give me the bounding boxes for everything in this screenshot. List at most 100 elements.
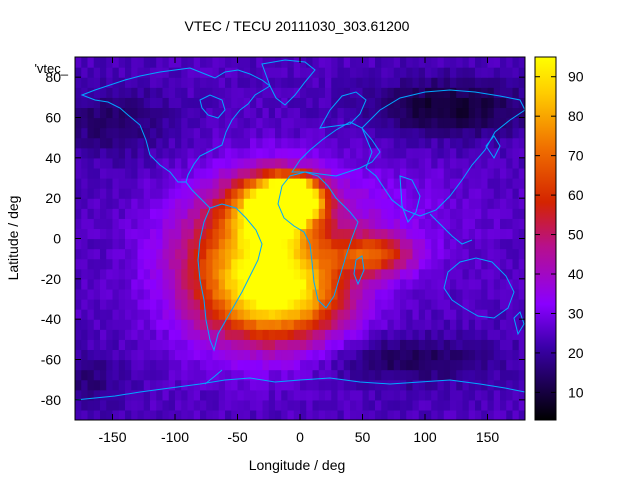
heat-cell [343, 409, 351, 420]
heat-cell [212, 299, 220, 310]
heat-cell [137, 208, 145, 219]
heat-cell [493, 218, 501, 230]
heat-cell [218, 349, 226, 361]
heat-cell [200, 97, 207, 109]
heat-cell [518, 339, 525, 351]
heat-cell [325, 369, 332, 381]
heat-cell [231, 137, 239, 149]
heat-cell [175, 349, 182, 361]
heat-cell [493, 379, 501, 391]
heat-cell [318, 329, 326, 340]
heat-cell [412, 97, 420, 109]
heat-cell [100, 97, 107, 109]
heat-cell [500, 198, 507, 209]
heat-cell [431, 87, 439, 98]
heat-cell [118, 188, 126, 199]
heat-cell [462, 258, 470, 270]
heat-cell [168, 389, 176, 401]
heat-cell [287, 147, 295, 159]
heat-cell [475, 167, 482, 179]
heat-cell [512, 409, 520, 420]
heat-cell [262, 167, 270, 179]
heat-cell [462, 288, 470, 300]
heat-cell [462, 127, 470, 139]
heat-cell [193, 339, 201, 351]
heat-cell [487, 359, 495, 371]
heat-cell [187, 57, 195, 68]
heat-cell [175, 288, 182, 300]
heat-cell [437, 218, 445, 230]
heat-cell [493, 178, 501, 189]
heat-cell [512, 107, 520, 119]
heat-cell [256, 117, 264, 129]
heat-cell [287, 389, 295, 401]
heat-cell [312, 137, 320, 149]
heat-cell [518, 117, 525, 129]
heat-cell [143, 67, 151, 78]
heat-cell [131, 359, 139, 371]
heat-cell [225, 147, 232, 159]
heat-cell [331, 278, 339, 290]
heat-cell [481, 409, 489, 420]
heat-cell [275, 57, 282, 68]
heat-cell [456, 319, 464, 330]
heat-cell [281, 198, 289, 209]
heat-cell [81, 97, 89, 109]
heat-cell [418, 208, 426, 219]
heat-cell [325, 389, 332, 401]
heat-cell [462, 228, 470, 240]
heat-cell [112, 167, 120, 179]
heat-cell [325, 379, 332, 391]
heat-cell [500, 137, 507, 149]
heat-cell [281, 399, 289, 411]
heat-cell [300, 208, 307, 219]
heat-cell [200, 67, 207, 78]
heat-cell [187, 157, 195, 169]
heat-cell [350, 188, 357, 199]
heat-cell [312, 268, 320, 280]
heat-cell [168, 319, 176, 330]
heat-cell [81, 107, 89, 119]
heat-cell [175, 409, 182, 420]
heat-cell [356, 97, 364, 109]
heat-cell [212, 409, 220, 420]
heat-cell [225, 359, 232, 371]
heat-cell [443, 309, 451, 320]
heat-cell [106, 57, 114, 68]
heat-cell [131, 218, 139, 230]
heat-cell [243, 228, 251, 240]
heat-cell [393, 137, 401, 149]
heat-cell [212, 278, 220, 290]
heat-cell [118, 208, 126, 219]
heat-cell [481, 77, 489, 88]
heat-cell [168, 218, 176, 230]
heat-cell [456, 167, 464, 179]
heat-cell [312, 127, 320, 139]
heat-cell [125, 409, 132, 420]
heat-cell [312, 389, 320, 401]
heat-cell [518, 167, 525, 179]
heat-cell [506, 248, 514, 260]
heat-cell [318, 67, 326, 78]
heat-cell [443, 57, 451, 68]
heat-cell [443, 198, 451, 209]
coast-antarctica [75, 377, 525, 401]
heat-cell [262, 228, 270, 240]
heat-cell [343, 198, 351, 209]
heat-cell [156, 359, 164, 371]
heat-cell [318, 268, 326, 280]
heat-cell [437, 238, 445, 250]
heat-cell [162, 268, 170, 280]
heat-cell [212, 319, 220, 330]
heat-cell [156, 87, 164, 98]
heat-cell [81, 288, 89, 300]
heat-cell [468, 228, 476, 240]
heat-cell [375, 208, 382, 219]
heat-cell [87, 147, 95, 159]
heat-cell [475, 147, 482, 159]
heat-cell [193, 188, 201, 199]
heat-cell [312, 107, 320, 119]
heat-cell [362, 147, 370, 159]
heat-cell [293, 157, 301, 169]
heat-cell [175, 369, 182, 381]
